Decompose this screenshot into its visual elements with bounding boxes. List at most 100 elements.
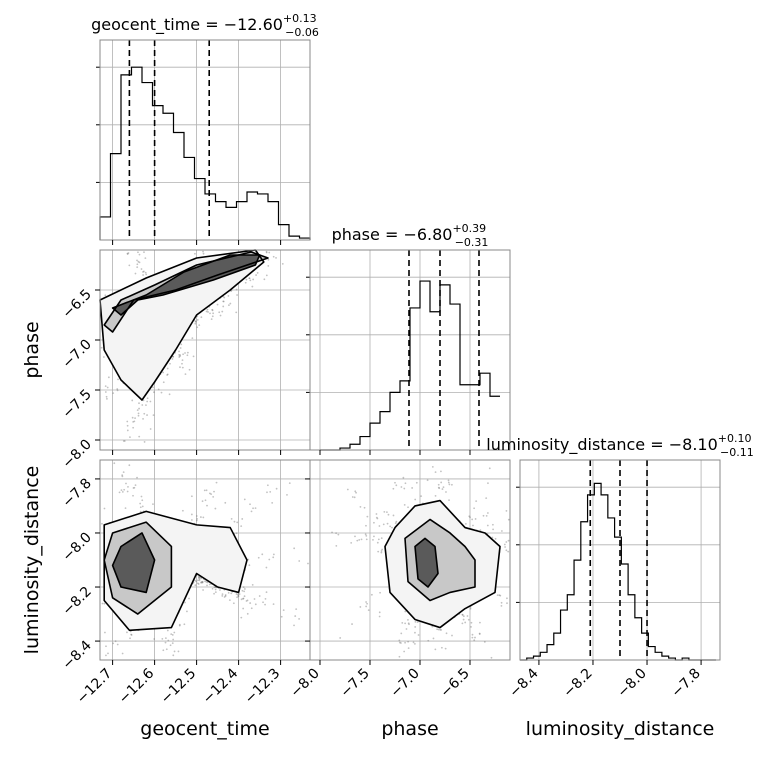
density-fill	[112, 255, 260, 315]
scatter-point	[224, 501, 227, 504]
scatter-point	[505, 509, 508, 512]
scatter-point	[236, 521, 239, 524]
scatter-point	[479, 621, 481, 624]
scatter-point	[171, 642, 174, 645]
scatter-point	[265, 274, 268, 277]
scatter-point	[103, 507, 106, 510]
scatter-point	[488, 467, 491, 470]
scatter-point	[394, 481, 396, 484]
scatter-point	[200, 581, 203, 584]
scatter-point	[223, 296, 226, 299]
scatter-point	[134, 272, 137, 275]
scatter-point	[173, 631, 176, 634]
scatter-point	[194, 320, 197, 323]
scatter-point	[104, 391, 107, 393]
scatter-point	[136, 263, 139, 266]
scatter-point	[462, 618, 465, 621]
panel-geocent_time-phase: −8.0 −7.5 −7.0 −6.5	[59, 249, 311, 472]
scatter-point	[121, 474, 124, 476]
scatter-point	[407, 640, 410, 643]
scatter-point	[165, 648, 168, 651]
scatter-point	[173, 650, 176, 653]
scatter-point	[400, 632, 403, 635]
scatter-point	[190, 495, 193, 498]
scatter-point	[235, 288, 238, 291]
scatter-point	[221, 310, 224, 313]
y-tick-label: −7.8	[59, 475, 94, 510]
scatter-point	[242, 607, 245, 610]
scatter-point	[162, 371, 164, 374]
scatter-point	[125, 482, 127, 485]
scatter-point	[386, 511, 388, 514]
scatter-point	[184, 373, 187, 376]
x-tick-label: −7.8	[669, 666, 704, 701]
scatter-point	[194, 584, 197, 587]
scatter-point	[378, 615, 381, 618]
scatter-point	[198, 576, 201, 579]
scatter-point	[499, 594, 502, 597]
scatter-point	[346, 488, 349, 491]
scatter-point	[293, 547, 296, 550]
scatter-point	[392, 514, 395, 517]
scatter-point	[131, 416, 134, 419]
scatter-point	[116, 388, 119, 390]
scatter-point	[211, 315, 214, 318]
scatter-point	[157, 388, 160, 391]
scatter-point	[240, 598, 243, 601]
scatter-point	[462, 615, 465, 618]
x-tick-label: −12.4	[200, 665, 242, 707]
scatter-point	[166, 373, 169, 376]
scatter-point	[461, 622, 464, 625]
scatter-point	[103, 602, 106, 605]
scatter-point	[494, 537, 497, 540]
scatter-point	[414, 631, 416, 634]
scatter-point	[142, 270, 145, 273]
scatter-point	[237, 593, 239, 596]
scatter-point	[442, 486, 445, 489]
scatter-point	[172, 355, 174, 358]
scatter-point	[122, 440, 125, 442]
x-tick-label: −12.6	[116, 665, 158, 707]
scatter-point	[171, 358, 174, 360]
scatter-point	[215, 481, 218, 484]
scatter-point	[201, 581, 204, 584]
scatter-point	[471, 518, 474, 521]
scatter-point	[356, 539, 359, 542]
scatter-point	[169, 644, 172, 647]
scatter-point	[134, 417, 136, 420]
scatter-point	[434, 648, 437, 651]
scatter-point	[507, 518, 510, 521]
scatter-point	[116, 643, 119, 646]
scatter-point	[161, 637, 164, 640]
scatter-point	[263, 278, 266, 281]
scatter-point	[440, 629, 443, 631]
scatter-point	[196, 582, 199, 585]
scatter-point	[416, 621, 419, 624]
scatter-point	[164, 637, 167, 640]
scatter-point	[106, 397, 108, 400]
scatter-point	[205, 489, 208, 492]
scatter-point	[250, 607, 253, 610]
scatter-point	[367, 609, 370, 612]
scatter-point	[195, 580, 198, 583]
scatter-point	[431, 625, 434, 628]
scatter-point	[188, 368, 191, 371]
scatter-point	[376, 541, 379, 544]
panel-geocent_time-luminosity_distance: −12.7 −12.6 −12.5 −12.4 −12.3 −8.4 −8.2 −8.0 −7.…	[59, 459, 311, 707]
scatter-point	[365, 601, 367, 603]
scatter-point	[105, 645, 107, 648]
scatter-point	[207, 311, 209, 313]
scatter-point	[210, 493, 213, 496]
scatter-point	[339, 637, 342, 639]
scatter-point	[126, 252, 129, 255]
scatter-point	[194, 322, 197, 325]
scatter-point	[138, 253, 141, 256]
scatter-point	[184, 352, 186, 354]
scatter-point	[180, 343, 183, 346]
scatter-point	[402, 476, 405, 479]
scatter-point	[214, 588, 217, 591]
scatter-point	[264, 603, 266, 606]
scatter-point	[197, 579, 199, 582]
scatter-point	[366, 602, 368, 605]
